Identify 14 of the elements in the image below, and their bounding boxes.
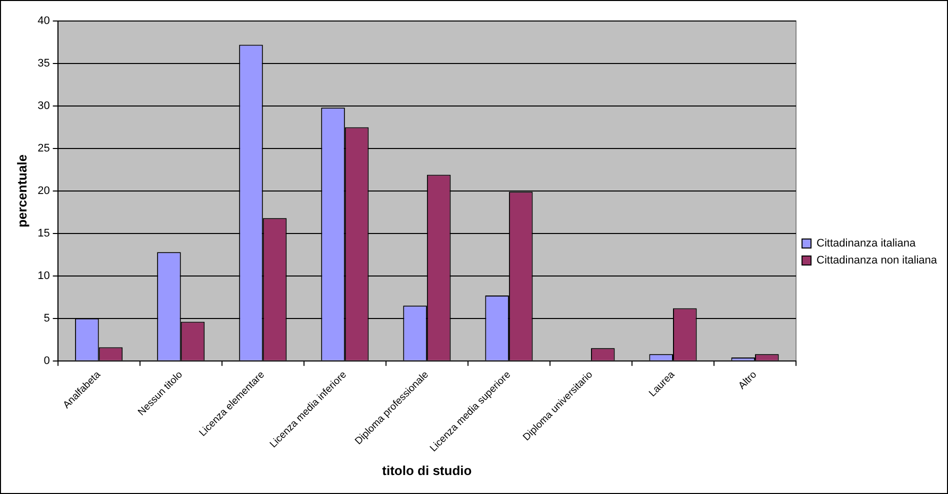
y-axis-title: percentuale — [14, 154, 30, 228]
y-tick-label: 10 — [38, 270, 50, 282]
y-tick-label: 35 — [38, 58, 50, 70]
legend-label: Cittadinanza non italiana — [816, 254, 938, 267]
x-axis-title: titolo di studio — [382, 462, 472, 478]
y-tick-label: 30 — [38, 100, 50, 112]
y-tick-label: 5 — [44, 312, 50, 324]
y-tick-label: 15 — [38, 227, 50, 240]
y-tick-label: 0 — [44, 354, 50, 367]
y-tick-label: 25 — [38, 142, 50, 154]
y-tick-label: 40 — [38, 15, 50, 28]
legend-label: Cittadinanza italiana — [816, 238, 916, 250]
y-tick-label: 20 — [38, 184, 50, 197]
x-tick-label: Altro — [736, 369, 760, 392]
